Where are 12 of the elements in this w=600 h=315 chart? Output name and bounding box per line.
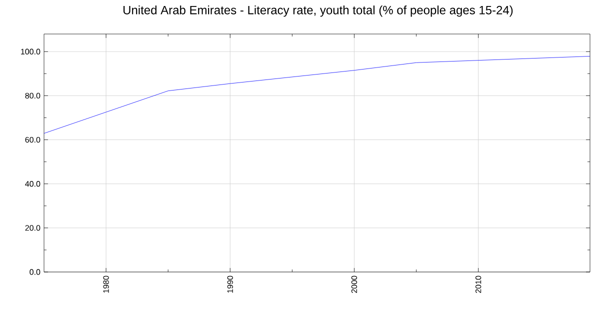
x-tick-label: 1980 [103,276,109,293]
x-tick-label: 2010 [475,276,482,293]
y-tick-label: 60.0 [25,136,40,143]
chart-title: United Arab Emirates - Literacy rate, youth total (% of people ages 15-24) [124,6,513,17]
y-tick-label: 20.0 [25,225,40,231]
y-tick-label: 0.0 [30,269,40,275]
line-series [44,56,590,134]
x-tick-label: 2000 [351,276,358,293]
y-tick-label: 80.0 [25,92,40,99]
y-tick-label: 100.0 [21,48,40,54]
y-tick-label: 40.0 [25,181,40,187]
x-tick-label: 1990 [227,276,233,293]
